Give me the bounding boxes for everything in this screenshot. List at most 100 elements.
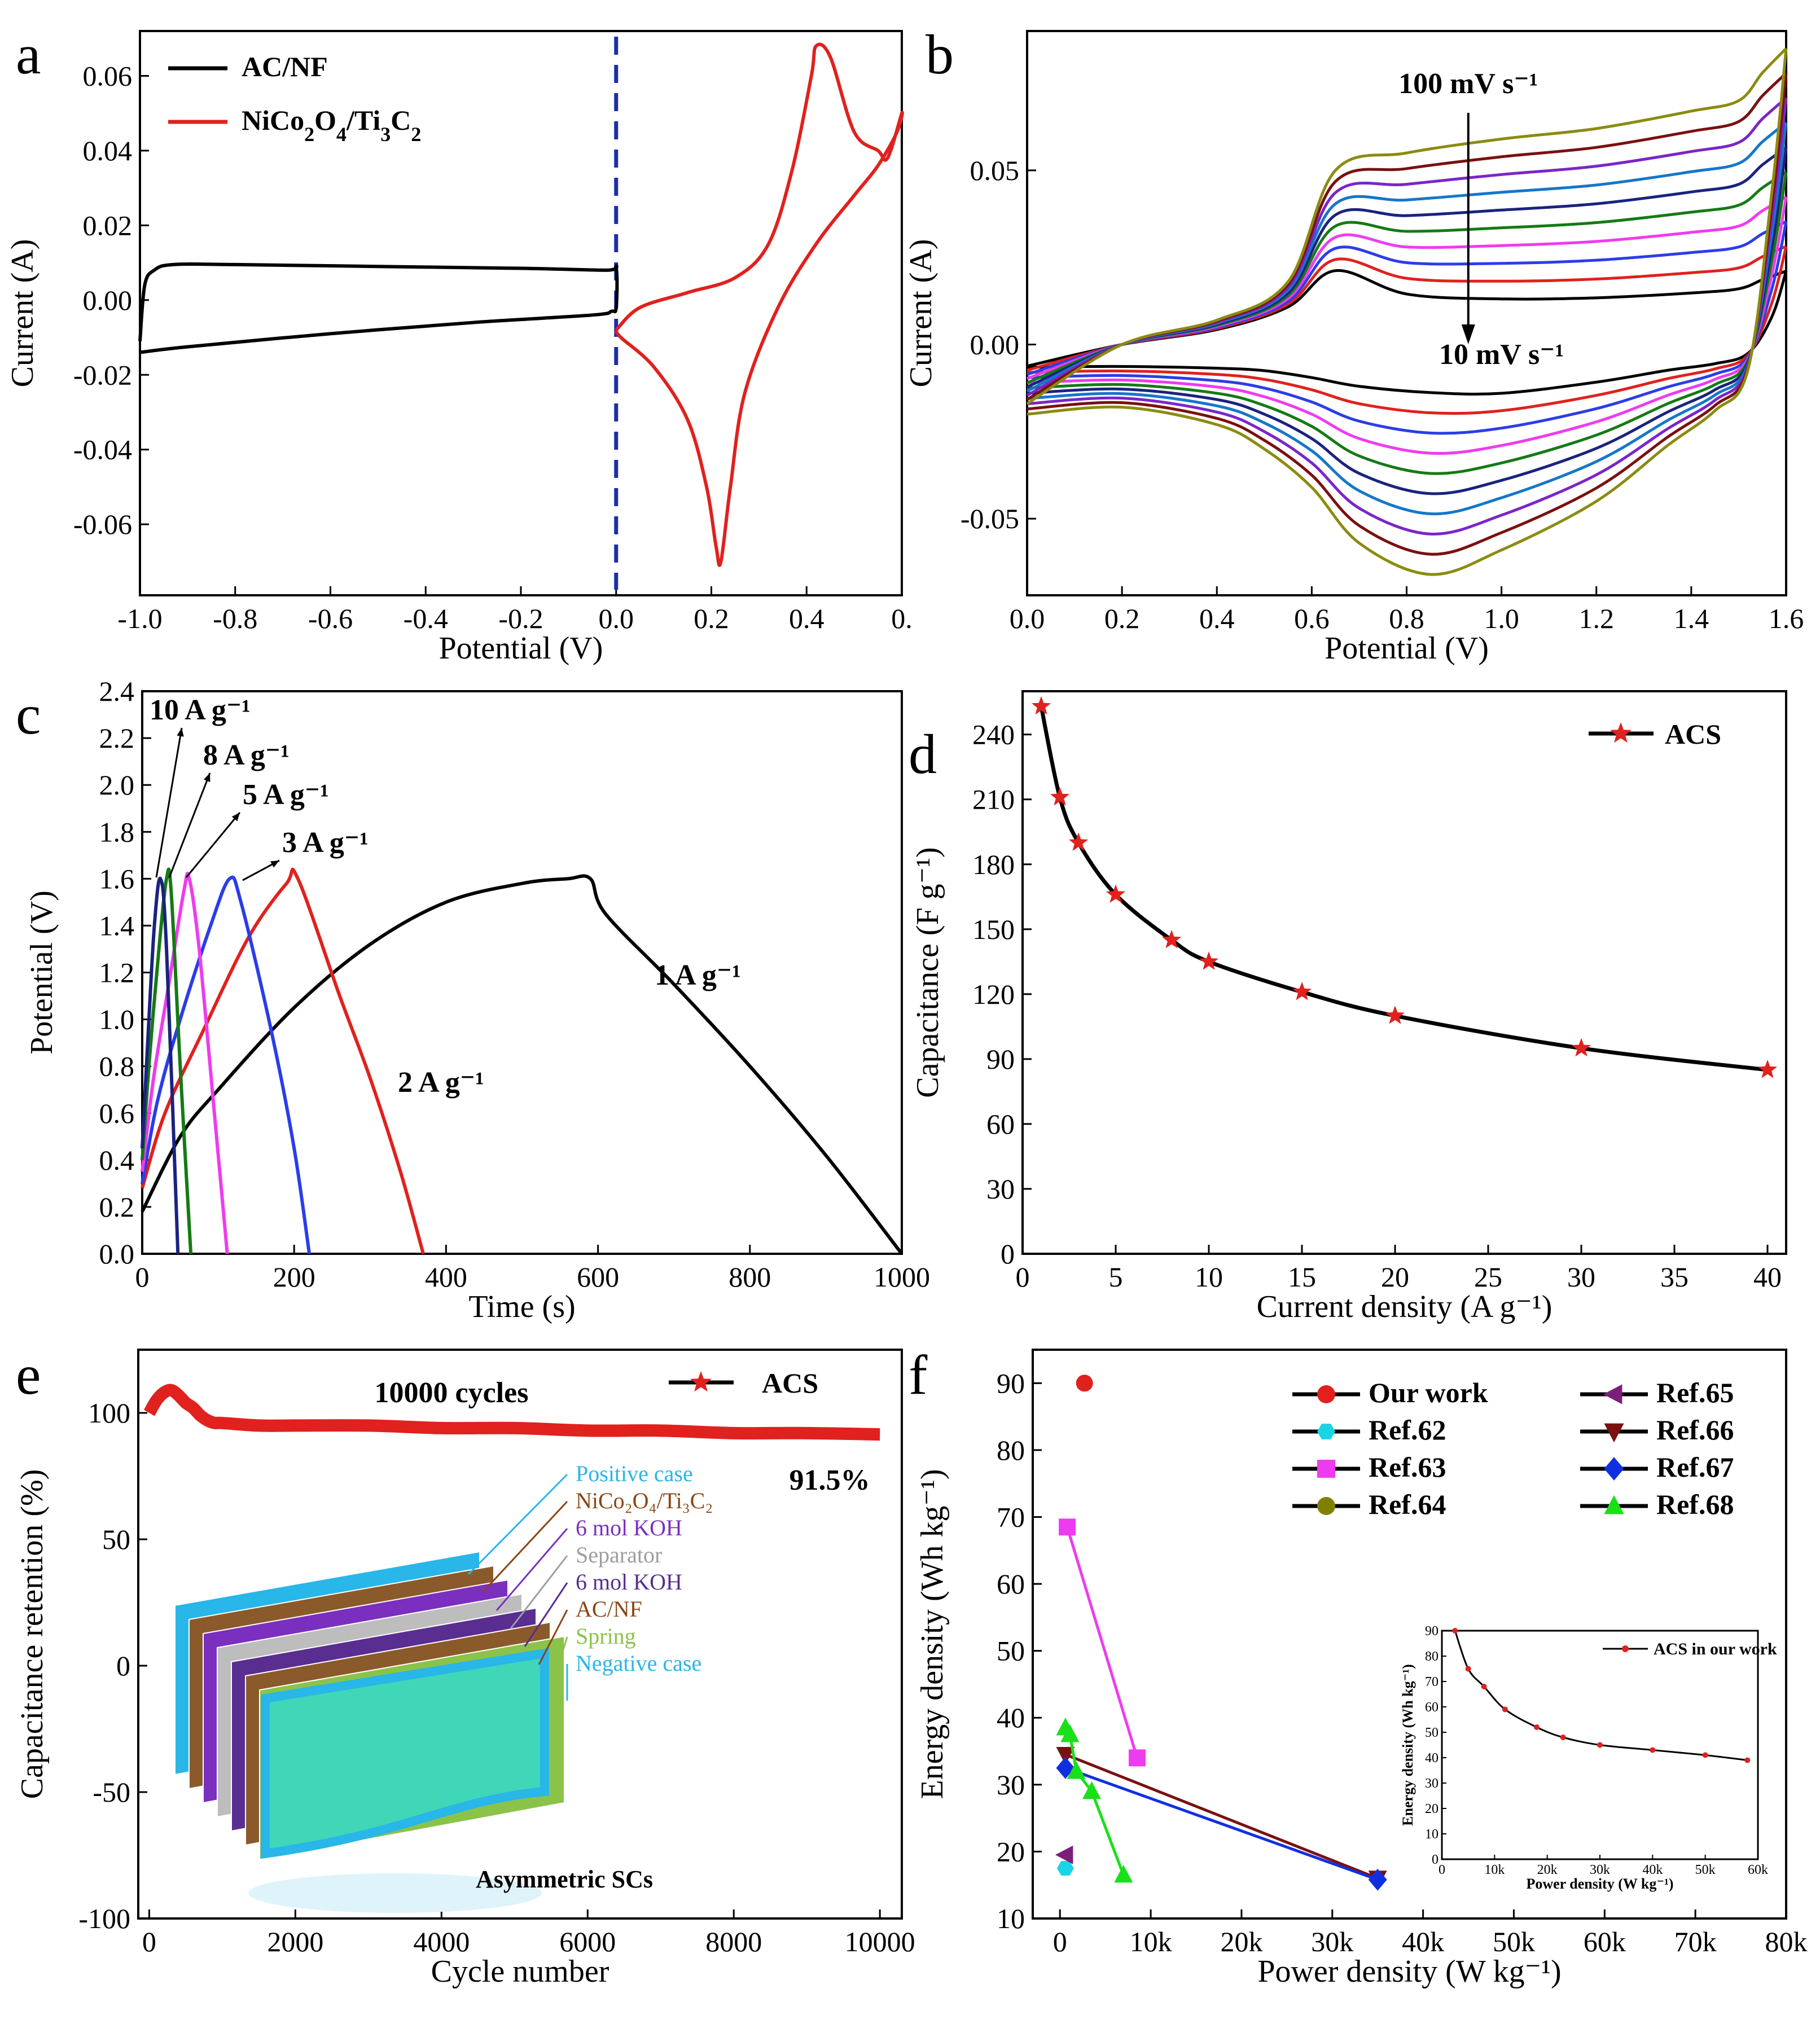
x-tick-label: 50k <box>1493 1926 1535 1957</box>
y-axis-label: Energy density (Wh kg⁻¹) <box>915 1469 950 1799</box>
legend-marker <box>1603 1384 1622 1404</box>
series-line <box>614 42 904 567</box>
legend-label: Ref.65 <box>1656 1377 1734 1408</box>
x-tick-label: 20 <box>1381 1261 1409 1293</box>
x-tick-label: 5 <box>1109 1261 1123 1293</box>
legend-label: Ref.64 <box>1369 1489 1446 1520</box>
inset-point <box>1534 1724 1540 1730</box>
x-tick-label: 60k <box>1584 1926 1626 1957</box>
inset-label: Separator <box>576 1542 662 1568</box>
legend-label-part: NiCo <box>242 104 304 136</box>
y-tick-label: 0.02 <box>83 209 133 241</box>
legend-label-part: 2 <box>411 123 421 146</box>
y-tick-label: 240 <box>972 719 1015 750</box>
inset-y-tick-label: 20 <box>1425 1802 1439 1816</box>
x-axis-label: Current density (A g⁻¹) <box>1257 1289 1553 1324</box>
panel-d: 0 5 10 15 20 25 30 35 40 0 30 60 90 120 150 180 210 240 Cu… <box>910 690 1787 1324</box>
inset-label-arrow <box>495 1528 568 1611</box>
cv-curve-up <box>1027 245 1787 372</box>
legend-label: Ref.68 <box>1656 1489 1734 1520</box>
data-point-star <box>1068 832 1089 851</box>
x-tick-label: 0 <box>142 1926 156 1957</box>
y-tick-label: 20 <box>997 1836 1025 1867</box>
arrow-head <box>1461 324 1475 344</box>
inset-x-tick-label: 50k <box>1695 1863 1716 1877</box>
x-tick-label: 0.0 <box>599 603 634 634</box>
gcd-curve <box>141 875 312 1254</box>
data-point <box>1129 1749 1146 1767</box>
series-line <box>138 262 619 354</box>
gcd-curve <box>141 872 229 1254</box>
x-tick-label: 25 <box>1474 1261 1502 1293</box>
x-tick-label: -0.8 <box>213 603 257 634</box>
data-point <box>1114 1864 1133 1883</box>
inset-x-tick-label: 40k <box>1642 1863 1663 1877</box>
inset-point <box>1465 1666 1471 1672</box>
data-point-star <box>1292 982 1312 1000</box>
y-tick-label: 90 <box>997 1367 1025 1399</box>
x-tick-label: 40k <box>1402 1926 1444 1957</box>
x-tick-label: 10 <box>1195 1261 1223 1293</box>
y-tick-label: 80 <box>997 1434 1025 1466</box>
inset-y-tick-label: 0 <box>1432 1852 1439 1867</box>
cv-curve-down <box>1027 98 1788 535</box>
inset-line <box>1454 1630 1748 1761</box>
arrow-head <box>177 728 184 737</box>
x-tick-label: 30 <box>1567 1261 1595 1293</box>
x-tick-label: 600 <box>577 1261 619 1293</box>
retention-line <box>143 1384 880 1441</box>
inset-point <box>1560 1735 1566 1740</box>
cv-curve-up <box>1027 195 1787 380</box>
x-tick-label: 0.2 <box>1104 603 1140 634</box>
y-tick-label: 0 <box>1001 1238 1015 1270</box>
panel-letter-b: b <box>926 23 954 86</box>
gcd-label: 3 A g⁻¹ <box>282 827 369 859</box>
data-point <box>1076 1375 1093 1392</box>
inset-y-tick-label: 30 <box>1425 1776 1439 1791</box>
inset-y-tick-label: 50 <box>1425 1726 1439 1740</box>
legend-label-part: O <box>314 104 336 136</box>
inset-y-tick-label: 60 <box>1425 1700 1439 1715</box>
legend-label: Ref.66 <box>1656 1414 1734 1446</box>
inset-point <box>1702 1752 1708 1758</box>
data-point <box>1056 1747 1075 1765</box>
legend-label: ACS <box>1665 718 1721 750</box>
inset-label: Positive case <box>576 1461 693 1486</box>
plot-frame <box>137 1349 903 1920</box>
data-point-star <box>1199 951 1219 970</box>
x-tick-label: 400 <box>425 1261 467 1293</box>
inset-legend-point <box>1622 1645 1629 1652</box>
legend-star <box>1610 722 1632 743</box>
data-point <box>1082 1781 1101 1799</box>
y-tick-label: 30 <box>986 1173 1015 1205</box>
x-tick-label: 0.8 <box>1389 603 1424 634</box>
panel-e: 0 2000 4000 6000 8000 10000 -100 -50 0 50 100 Cycle… <box>15 1349 915 1989</box>
inset-x-tick-label: 10k <box>1484 1863 1505 1877</box>
inset-label: 6 mol KOH <box>576 1515 682 1540</box>
inset-legend-label: ACS in our work <box>1654 1640 1777 1658</box>
y-tick-label: 1.6 <box>99 863 135 894</box>
plot-frame <box>141 690 903 1255</box>
x-tick-label: 35 <box>1660 1261 1689 1293</box>
arrow-head <box>231 813 240 822</box>
x-tick-label: 1.6 <box>1769 603 1804 634</box>
legend-marker <box>1317 1497 1335 1515</box>
legend-marker <box>1604 1457 1624 1481</box>
y-tick-label: 30 <box>997 1769 1025 1801</box>
x-tick-label: 1.2 <box>1579 603 1615 634</box>
x-tick-label: 0 <box>135 1261 150 1293</box>
y-tick-label: 180 <box>972 849 1015 880</box>
y-tick-label: 0.04 <box>83 135 133 166</box>
cv-curve-down <box>1027 245 1788 415</box>
capacitance-line <box>1039 706 1768 1072</box>
inset-point <box>1452 1628 1458 1634</box>
y-tick-label: -50 <box>93 1776 130 1808</box>
y-tick-label: 0.6 <box>99 1097 135 1129</box>
legend-marker <box>1604 1423 1624 1443</box>
cv-curve-down <box>1027 172 1788 475</box>
data-point-star <box>1050 787 1070 806</box>
gcd-label: 5 A g⁻¹ <box>243 779 329 811</box>
label-arrow <box>155 727 183 878</box>
y-tick-label: 0.00 <box>970 329 1020 361</box>
x-tick-label: 10000 <box>845 1926 915 1957</box>
